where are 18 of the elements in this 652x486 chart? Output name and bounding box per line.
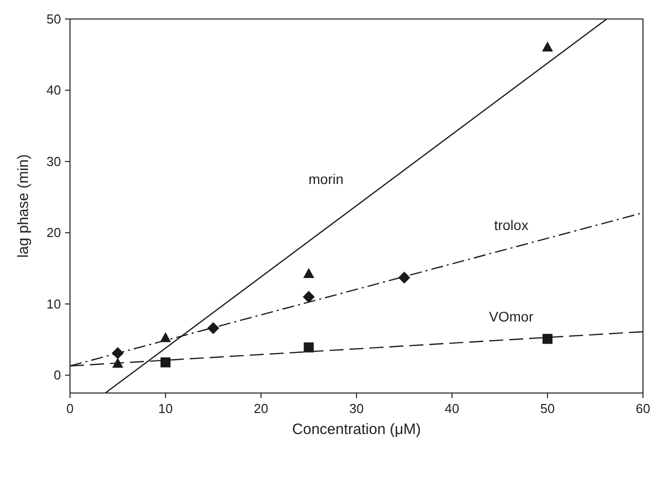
x-tick-label: 30 (349, 401, 364, 416)
series-label: VOmor (489, 308, 534, 325)
x-tick-label: 60 (636, 401, 650, 416)
y-tick-label: 50 (46, 12, 61, 26)
y-tick-label: 10 (46, 296, 61, 312)
y-tick-label: 30 (46, 154, 61, 169)
x-tick-label: 10 (158, 401, 173, 416)
y-tick-label: 40 (46, 82, 61, 98)
y-tick-label: 20 (46, 225, 61, 240)
y-axis-title: lag phase (min) (15, 154, 32, 258)
x-tick-label: 40 (444, 401, 460, 416)
x-tick-label: 50 (540, 401, 555, 416)
x-axis-title: Concentration (μM) (292, 421, 421, 438)
series-label: trolox (494, 216, 528, 233)
y-tick-label: 0 (54, 368, 61, 383)
x-tick-label: 0 (66, 401, 74, 416)
x-tick-label: 20 (254, 401, 268, 416)
series-label: morin (308, 171, 344, 187)
